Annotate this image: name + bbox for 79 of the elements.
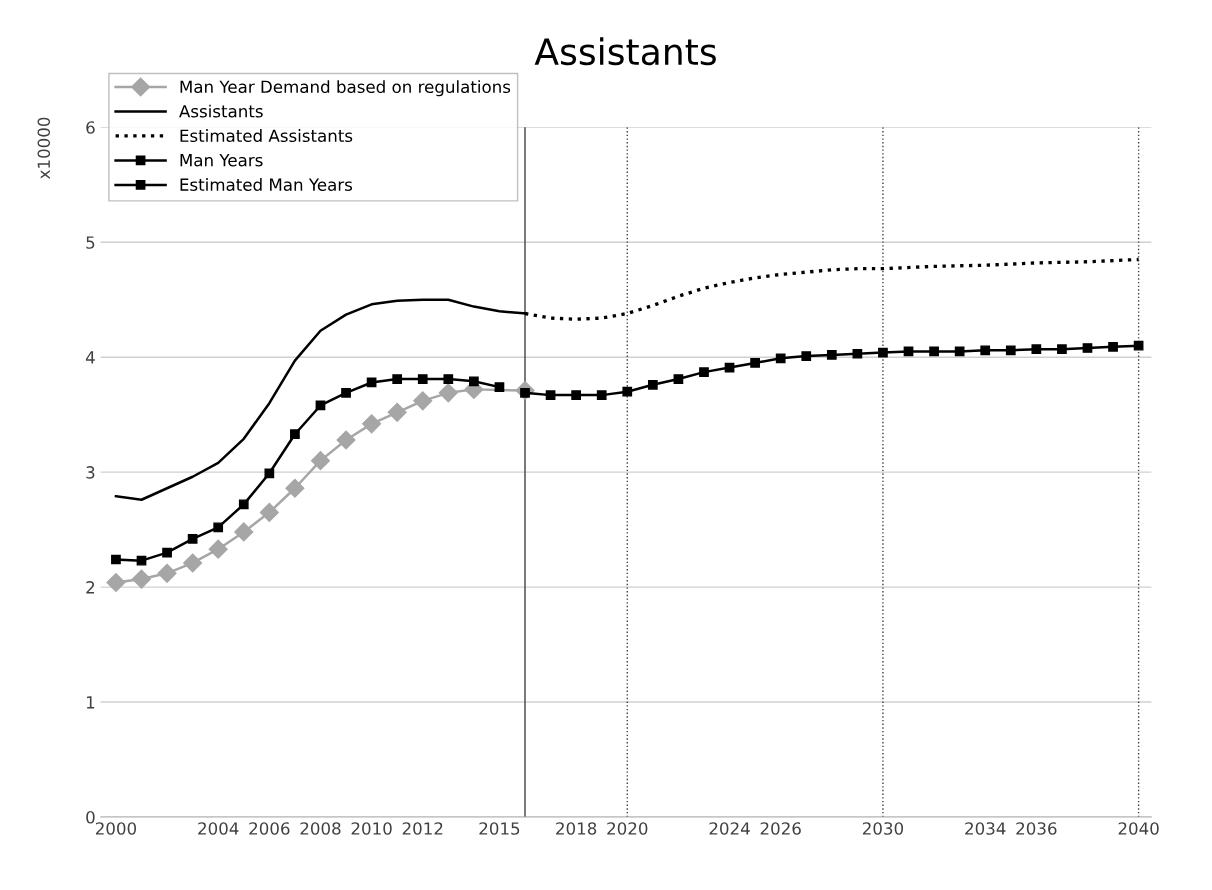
point [213, 522, 224, 533]
point [1031, 344, 1042, 355]
legend-label: Assistants [179, 104, 263, 118]
point [443, 374, 454, 384]
point [673, 374, 684, 384]
point [285, 478, 305, 498]
legend-label: Man Years [180, 154, 263, 167]
y-tick-label: 5 [86, 236, 95, 249]
point [1133, 340, 1144, 351]
point [826, 350, 837, 360]
point [622, 386, 633, 397]
point [417, 374, 428, 384]
x-tick-label: 2034 [965, 822, 1006, 835]
x-tick-label: 2015 [479, 822, 520, 835]
point [1108, 341, 1118, 352]
point [234, 522, 254, 542]
legend-label: Estimated Assistants [180, 129, 353, 143]
x-tick-label: 2004 [198, 822, 239, 835]
point [413, 391, 433, 411]
chart-title: Assistants [534, 37, 716, 66]
x-tick-label: 2030 [862, 822, 904, 835]
y-axis-title: x10000 [37, 117, 51, 179]
x-tick-label: 2018 [556, 822, 597, 835]
point [162, 547, 172, 558]
x-tick-label: 2026 [760, 822, 801, 835]
y-tick-label: 4 [85, 351, 95, 364]
point [596, 390, 607, 400]
point [1082, 343, 1093, 353]
point [264, 468, 275, 479]
x-tick-label: 2008 [300, 822, 341, 835]
y-tick-label: 0 [86, 810, 95, 824]
y-tick-label: 2 [86, 581, 95, 594]
point [341, 387, 351, 398]
x-tick-label: 2012 [402, 822, 443, 835]
point [387, 402, 407, 422]
point [647, 379, 658, 390]
point [259, 502, 279, 522]
point [699, 367, 709, 377]
point [750, 358, 760, 368]
point [469, 376, 479, 387]
x-tick-label: 2024 [709, 822, 750, 835]
x-tick-label: 2010 [351, 822, 392, 835]
point [106, 572, 126, 593]
point [929, 346, 939, 357]
x-tick-label: 2000 [95, 822, 137, 835]
point [878, 347, 888, 358]
x-tick-label: 2036 [1016, 822, 1057, 835]
point [208, 539, 228, 559]
x-tick-label: 2040 [1118, 822, 1159, 835]
x-tick-label: 2006 [249, 822, 290, 835]
point [852, 348, 863, 359]
point [801, 351, 812, 361]
point [157, 563, 177, 583]
point [545, 390, 556, 400]
point [571, 390, 582, 400]
point [392, 374, 403, 384]
point [954, 346, 965, 357]
x-tick-label: 2020 [607, 822, 648, 835]
point [183, 553, 203, 573]
point [1057, 344, 1067, 355]
point [111, 554, 121, 565]
point [187, 533, 198, 544]
point [438, 383, 458, 403]
point [980, 345, 991, 356]
y-tick-label: 1 [86, 696, 95, 709]
point [775, 353, 786, 364]
point [131, 569, 152, 589]
point [1005, 345, 1016, 356]
point [136, 555, 147, 566]
point [336, 430, 356, 450]
point [494, 382, 505, 392]
y-tick-label: 6 [86, 121, 95, 134]
legend-label: Man Year Demand based on regulations [180, 80, 511, 97]
point [238, 499, 249, 510]
legend-label: Estimated Man Years [180, 178, 353, 191]
point [362, 414, 382, 434]
point [290, 429, 300, 440]
point [310, 451, 331, 471]
y-tick-label: 3 [86, 466, 95, 479]
